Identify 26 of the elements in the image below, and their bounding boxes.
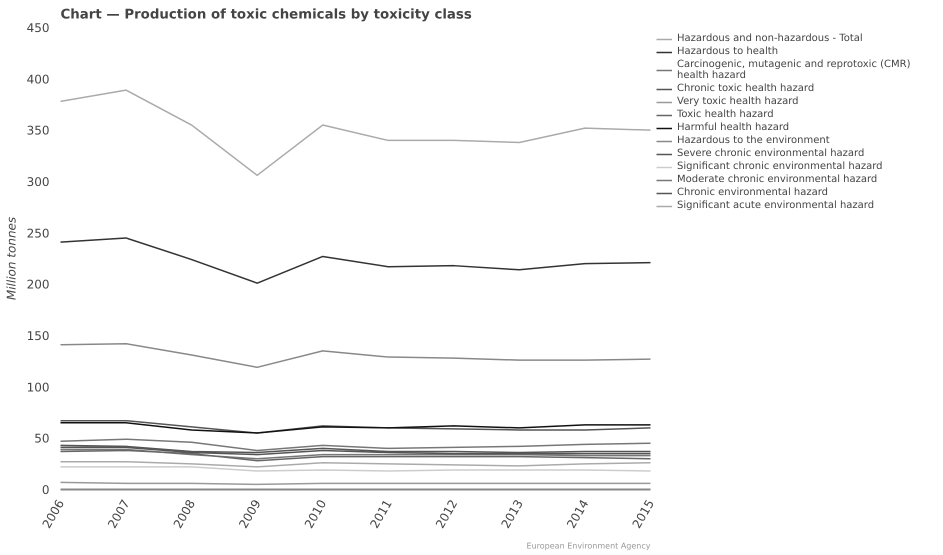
legend-label: Significant chronic environmental hazard xyxy=(677,161,882,172)
legend-label: Toxic health hazard xyxy=(677,109,774,120)
legend-label: Hazardous and non-hazardous - Total xyxy=(677,33,863,44)
legend-label: Hazardous to the environment xyxy=(677,135,830,146)
y-axis-title: Million tonnes xyxy=(4,216,19,300)
y-tick-label: 350 xyxy=(26,124,50,138)
y-tick-label: 250 xyxy=(26,226,50,240)
legend-label: Very toxic health hazard xyxy=(677,96,798,107)
legend-label: Chronic toxic health hazard xyxy=(677,83,814,94)
y-tick-label: 450 xyxy=(26,21,50,35)
y-tick-label: 200 xyxy=(26,278,50,292)
legend-label: Severe chronic environmental hazard xyxy=(677,148,864,159)
legend-label: Chronic environmental hazard xyxy=(677,187,828,198)
legend-label: Carcinogenic, mutagenic and reprotoxic (CMR) health hazard xyxy=(677,59,910,81)
y-tick-label: 100 xyxy=(26,380,50,394)
y-tick-label: 50 xyxy=(34,432,50,446)
legend-label: Significant acute environmental hazard xyxy=(677,200,874,211)
legend-label: Harmful health hazard xyxy=(677,122,790,133)
legend-label: Moderate chronic environmental hazard xyxy=(677,174,878,185)
legend-label: Hazardous to health xyxy=(677,46,778,57)
chart-title: Chart — Production of toxic chemicals by toxicity class xyxy=(60,8,472,22)
text: European Environment Agency xyxy=(526,542,651,550)
y-tick-label: 0 xyxy=(42,483,50,497)
y-tick-label: 150 xyxy=(26,329,50,343)
y-tick-label: 400 xyxy=(26,72,50,86)
y-tick-label: 300 xyxy=(26,175,50,189)
